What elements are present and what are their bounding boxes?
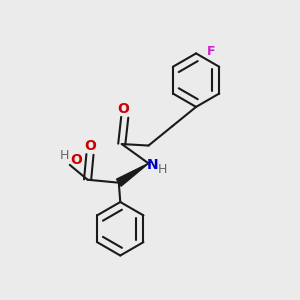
- Text: H: H: [59, 148, 69, 162]
- Polygon shape: [116, 164, 148, 186]
- Text: F: F: [206, 45, 215, 58]
- Text: O: O: [84, 140, 96, 153]
- Text: O: O: [70, 152, 83, 167]
- Text: N: N: [147, 158, 158, 172]
- Text: H: H: [158, 164, 167, 176]
- Text: O: O: [117, 102, 129, 116]
